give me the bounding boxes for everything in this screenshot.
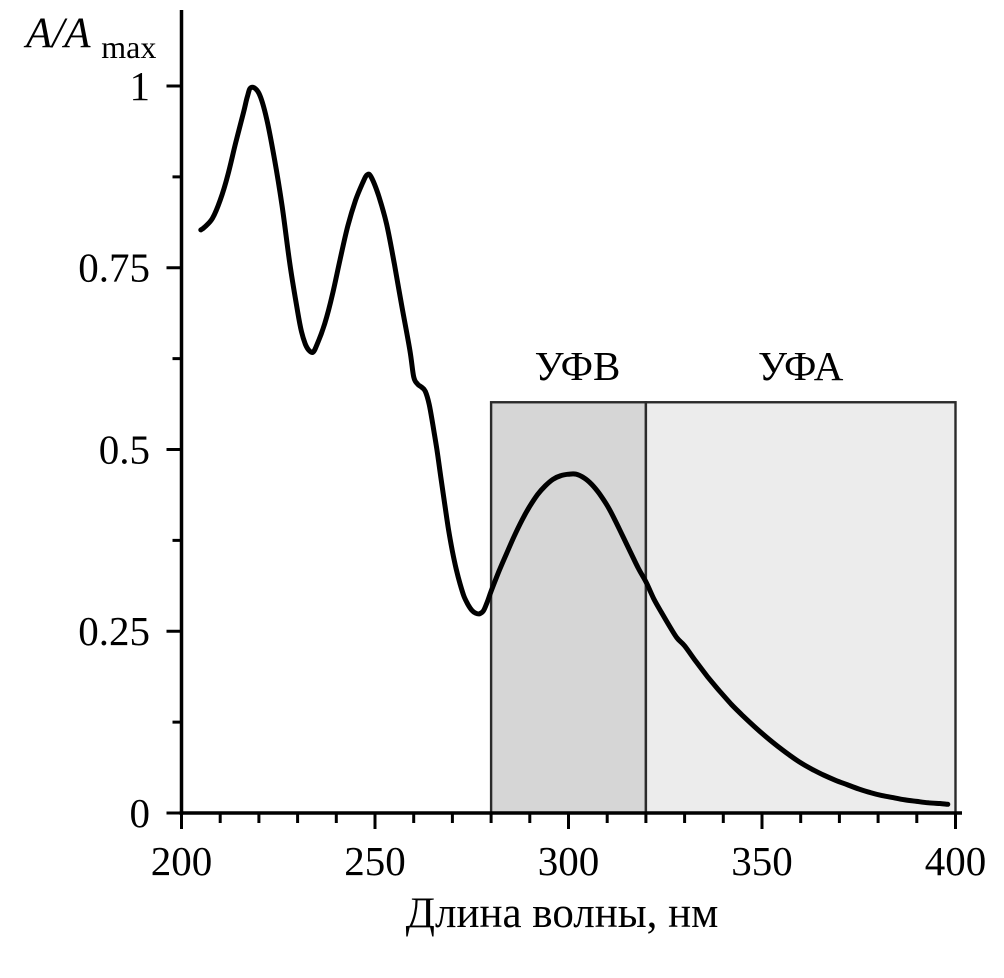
region-band-uvb: [489, 401, 648, 815]
x-tick-label: 300: [538, 838, 600, 884]
y-tick-label: 0.75: [78, 245, 150, 291]
region-label-uvb: УФВ: [535, 343, 621, 389]
x-tick-label: 250: [344, 838, 406, 884]
region-label-uva: УФА: [758, 343, 844, 389]
y-tick-label: 1: [130, 63, 151, 109]
y-tick-label: 0.5: [99, 426, 150, 472]
y-tick-label: 0.25: [78, 608, 150, 654]
x-tick-label: 200: [151, 838, 213, 884]
x-tick-label: 350: [731, 838, 793, 884]
y-axis-title-main: A/A: [23, 10, 91, 57]
absorption-curve: [198, 84, 951, 807]
y-axis-title: A/A max: [23, 10, 156, 65]
uv-region-labels: УФВ УФА: [535, 343, 844, 389]
region-band-uva: [644, 401, 957, 815]
axes: [179, 10, 962, 815]
x-axis-title: Длина волны, нм: [406, 890, 719, 937]
x-tick-label: 400: [925, 838, 987, 884]
axis-tick-labels: 0 0.25 0.5 0.75 1 200 250 300 350 400: [78, 63, 986, 884]
y-tick-label: 0: [130, 790, 151, 836]
y-axis-title-subscript: max: [101, 29, 156, 65]
uv-region-bands: [489, 401, 957, 815]
axis-ticks: [166, 84, 957, 829]
